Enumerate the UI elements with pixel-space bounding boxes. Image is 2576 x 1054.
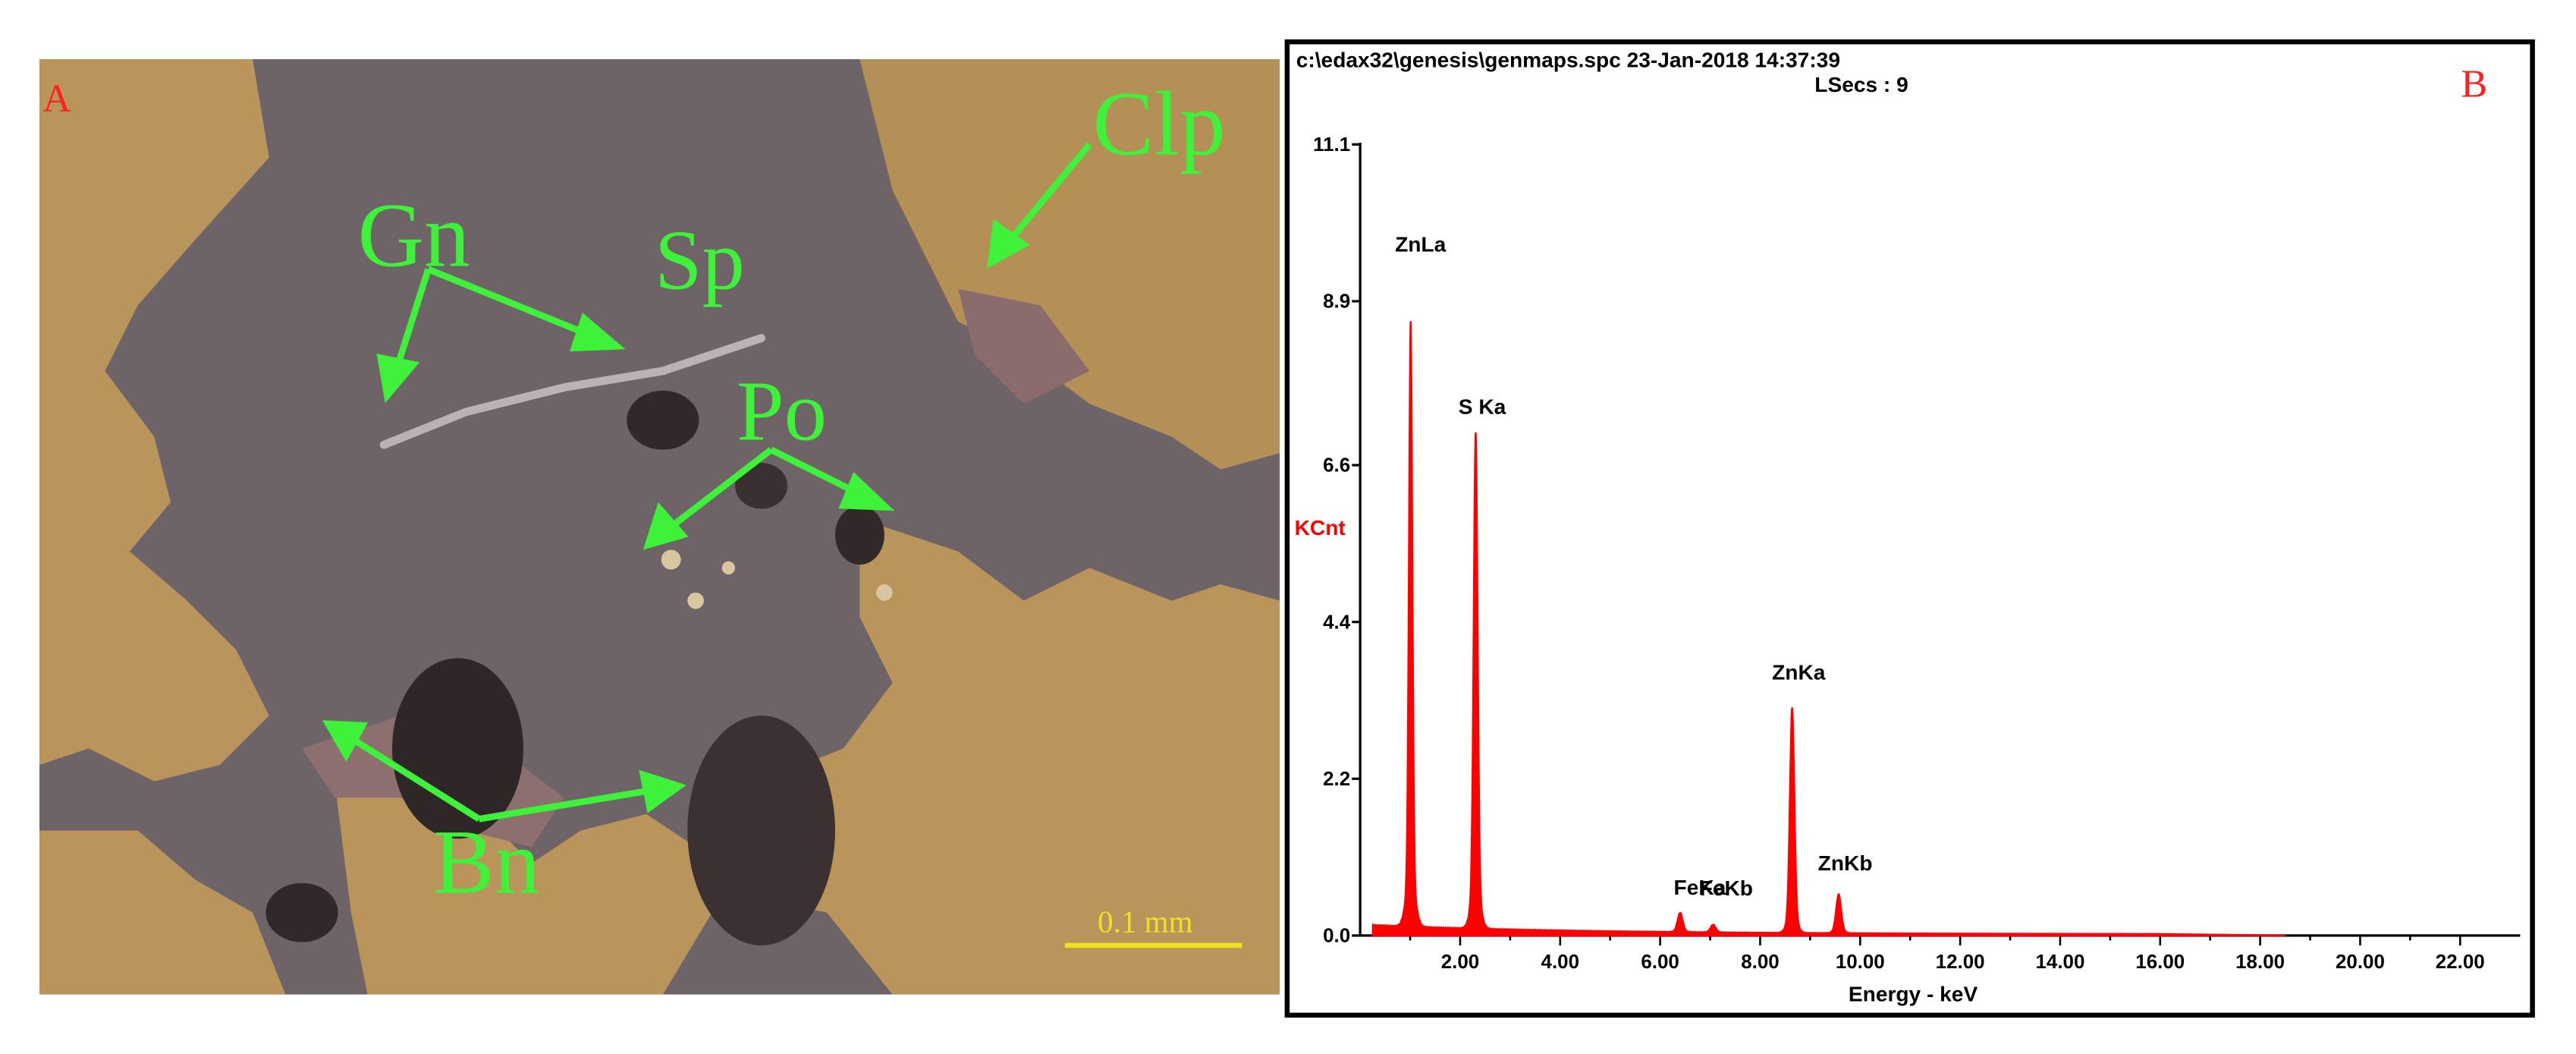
peak-label: ZnKa (1772, 661, 1826, 684)
mineral-label-clp: Clp (1093, 73, 1226, 175)
mineral-label-po: Po (737, 365, 827, 459)
pyrrhotite-grain (661, 549, 681, 570)
y-tick-label: 0.0 (1323, 926, 1350, 947)
peak-label: ZnKb (1818, 851, 1873, 875)
mineral-label-sp: Sp (655, 214, 745, 308)
header-line-2: LSecs : 9 (1814, 73, 1908, 96)
x-ticks: 2.00 4.00 6.00 8.00 10.00 12.00 14.00 16.00 18.0… (1409, 935, 2485, 973)
x-tick-label: 22.00 (2436, 952, 2485, 973)
pyrrhotite-grain (721, 561, 736, 575)
y-tick-label: 8.9 (1323, 291, 1350, 313)
peak-label: FeKa (1674, 876, 1726, 899)
panel-label-a: A (42, 77, 71, 121)
x-tick-label: 4.00 (1541, 952, 1579, 973)
mineral-label-bn: Bn (433, 812, 540, 914)
mineral-label-gn: Gn (358, 184, 470, 286)
peak-label: FeKb (1700, 876, 1753, 900)
chalcopyrite-region (859, 58, 1280, 470)
galena-streak (379, 334, 766, 449)
pyrrhotite-grain (876, 584, 893, 601)
dark-inclusion (265, 883, 338, 942)
x-axis-label: Energy - keV (1849, 982, 1978, 1005)
spectrum-trace (1371, 321, 2285, 936)
x-tick-label: 18.00 (2235, 952, 2285, 973)
eds-spectrum-panel: c:\edax32\genesis\genmaps.spc 23-Jan-201… (1284, 39, 2535, 1018)
annotation-arrows (322, 142, 1092, 823)
chalcopyrite-region (39, 58, 269, 782)
dark-inclusion (834, 505, 884, 565)
dark-inclusion (687, 716, 835, 945)
dark-inclusion (735, 462, 788, 509)
x-tick-label: 10.00 (1836, 952, 1885, 973)
x-tick-label: 2.00 (1441, 952, 1479, 973)
scale-bar-label: 0.1 mm (1098, 905, 1193, 939)
dark-inclusion (627, 390, 699, 450)
y-tick-label: 11.1 (1313, 134, 1350, 156)
bornite-region (958, 288, 1090, 404)
y-tick-label: 6.6 (1323, 455, 1350, 477)
y-tick-label: 4.4 (1323, 612, 1351, 633)
header-line-1: c:\edax32\genesis\genmaps.spc 23-Jan-201… (1296, 49, 1840, 72)
micrograph-panel: A Gn Sp Po Clp Bn 0.1 mm (39, 58, 1280, 995)
pyrrhotite-grain (687, 592, 704, 609)
x-tick-label: 14.00 (2035, 952, 2084, 973)
panel-label-b: B (2461, 63, 2488, 106)
x-tick-label: 8.00 (1741, 952, 1779, 973)
y-tick-label: 2.2 (1323, 769, 1350, 790)
x-tick-label: 6.00 (1641, 952, 1679, 973)
y-axis-label: KCnt (1295, 516, 1346, 540)
x-tick-label: 20.00 (2336, 952, 2385, 973)
y-ticks: 0.0 2.2 4.4 6.6 8.9 11.1 (1313, 134, 1361, 947)
peak-label: S Ka (1459, 395, 1506, 418)
x-tick-label: 12.00 (1936, 952, 1985, 973)
peak-label: ZnLa (1395, 233, 1447, 256)
dark-inclusion (391, 658, 523, 839)
chalcopyrite-region (39, 830, 286, 995)
chalcopyrite-region (712, 518, 1280, 995)
x-tick-label: 16.00 (2135, 952, 2185, 973)
